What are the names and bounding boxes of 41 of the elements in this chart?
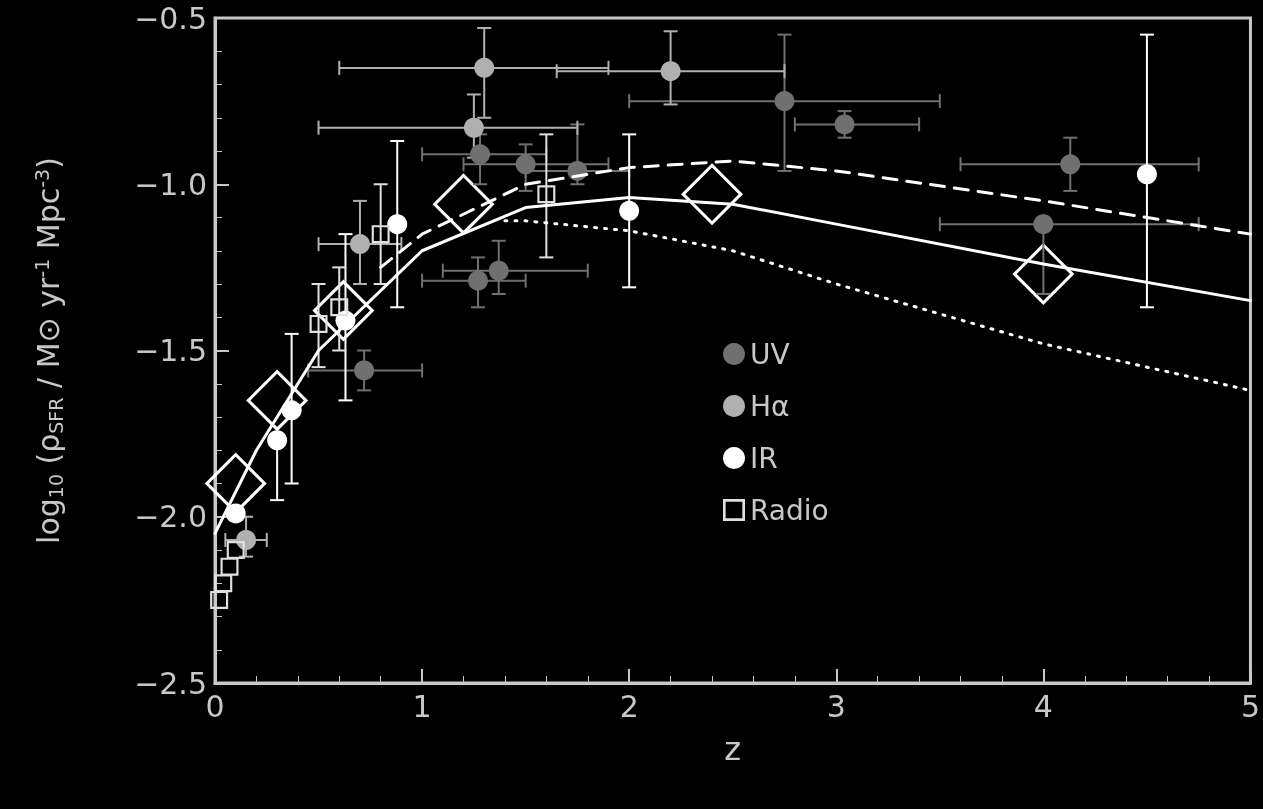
point — [349, 234, 370, 255]
x-tick-label: 4 — [1033, 688, 1053, 724]
legend-label: Hα — [750, 389, 790, 423]
point — [537, 185, 556, 204]
text: log10 (ρSFR / M⊙ yr-1 Mpc-3) — [30, 157, 67, 544]
point — [267, 430, 288, 451]
point — [681, 163, 744, 226]
point — [660, 61, 681, 82]
y-tick-label: −2.5 — [134, 665, 207, 701]
point — [432, 173, 495, 236]
point — [515, 154, 536, 175]
x-tick-label: 2 — [619, 688, 639, 724]
y-tick-label: −1.0 — [134, 166, 207, 202]
x-axis-title: z — [724, 730, 742, 768]
x-tick-label: 3 — [826, 688, 846, 724]
point — [488, 260, 509, 281]
x-tick-label: 0 — [205, 688, 225, 724]
point — [281, 400, 302, 421]
point — [226, 541, 245, 559]
point — [371, 225, 390, 244]
point — [470, 144, 491, 165]
legend-label: IR — [750, 441, 778, 475]
x-tick-label: 1 — [412, 688, 432, 724]
y-tick-label: −0.5 — [134, 0, 207, 36]
y-tick-label: −2.0 — [134, 499, 207, 535]
legend-label: Radio — [750, 493, 829, 527]
y-tick-label: −1.5 — [134, 333, 207, 368]
point — [474, 57, 495, 78]
point — [387, 214, 408, 235]
x-tick-label: 5 — [1240, 688, 1260, 724]
point — [354, 360, 375, 381]
point — [309, 314, 328, 333]
legend-label: UV — [750, 337, 790, 371]
point — [225, 503, 246, 524]
point — [774, 91, 795, 112]
point — [463, 117, 484, 138]
point — [468, 270, 489, 291]
point — [1033, 214, 1054, 235]
point — [619, 200, 640, 221]
point — [1060, 154, 1081, 175]
point — [1136, 164, 1157, 185]
